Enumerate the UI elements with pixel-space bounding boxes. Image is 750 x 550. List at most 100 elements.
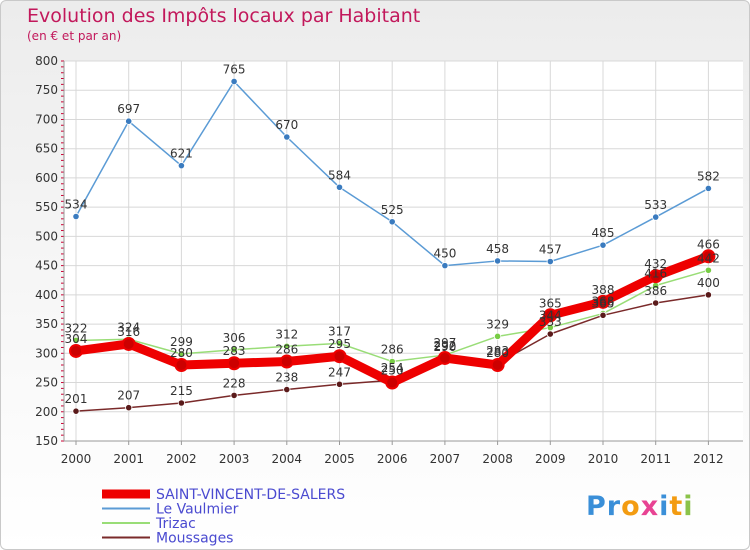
- data-label: 280: [486, 346, 509, 360]
- y-tick-label: 800: [35, 54, 58, 68]
- y-tick-label: 150: [35, 434, 58, 448]
- y-axis: 150 200 250 300 350 400 450 500 550 600 650 700 750 8…: [35, 54, 65, 448]
- y-tick-label: 750: [35, 83, 58, 97]
- data-point-moussages: [283, 385, 291, 394]
- proxiti-logo: Proxiti: [586, 491, 694, 522]
- logo-letter: o: [621, 491, 641, 522]
- data-label: 283: [223, 344, 246, 358]
- data-point-saint-vincent-de-salers: [596, 294, 610, 309]
- data-label: 317: [328, 324, 351, 338]
- logo-letter: t: [669, 491, 684, 522]
- data-point-saint-vincent-de-salers: [385, 375, 400, 390]
- data-label: 250: [381, 364, 404, 378]
- legend-label-le-vaulmier: Le Vaulmier: [156, 502, 239, 518]
- data-point-moussages: [704, 291, 713, 299]
- x-tick-label: 2005: [324, 452, 355, 466]
- data-point-le-vaulmier: [125, 117, 133, 125]
- data-label: 306: [223, 331, 246, 345]
- data-label: 329: [486, 317, 509, 331]
- data-point-moussages: [546, 330, 554, 338]
- data-label: 432: [644, 257, 667, 271]
- data-point-moussages: [335, 380, 344, 388]
- legend-label-moussages: Moussages: [156, 531, 233, 547]
- data-label: 322: [65, 321, 88, 335]
- data-label: 286: [275, 342, 298, 356]
- data-point-le-vaulmier: [230, 77, 238, 86]
- data-label: 458: [486, 242, 509, 256]
- data-label: 485: [592, 226, 615, 240]
- data-label: 621: [170, 147, 193, 161]
- data-label: 312: [275, 327, 298, 341]
- data-label: 254: [381, 361, 404, 375]
- data-label: 697: [117, 102, 140, 116]
- data-point-moussages: [72, 407, 80, 415]
- data-point-saint-vincent-de-salers: [332, 349, 347, 364]
- data-label: 247: [328, 365, 351, 379]
- y-tick-label: 400: [35, 288, 58, 302]
- data-label: 765: [223, 62, 246, 76]
- data-point-saint-vincent-de-salers: [437, 350, 452, 365]
- data-point-le-vaulmier: [177, 162, 185, 170]
- x-tick-label: 2011: [640, 452, 671, 466]
- data-label: 207: [117, 389, 140, 403]
- y-tick-label: 700: [35, 112, 58, 126]
- data-point-le-vaulmier: [546, 257, 554, 266]
- x-tick-label: 2004: [272, 452, 303, 466]
- plot-area: [64, 61, 743, 441]
- chart-subtitle: (en € et par an): [27, 29, 122, 43]
- data-point-saint-vincent-de-salers: [701, 249, 716, 264]
- x-tick-label: 2006: [377, 452, 408, 466]
- x-tick-label: 2009: [535, 452, 566, 466]
- data-label: 324: [117, 320, 140, 334]
- data-label: 533: [644, 198, 667, 212]
- data-point-moussages: [599, 311, 607, 319]
- data-point-trizac: [177, 350, 185, 358]
- data-point-trizac: [72, 336, 80, 345]
- data-label: 466: [697, 237, 720, 251]
- x-tick-label: 2000: [61, 452, 92, 466]
- series-group: [69, 77, 716, 415]
- data-label: 416: [644, 266, 667, 280]
- data-label: 333: [539, 315, 562, 329]
- logo-letter: P: [586, 491, 607, 522]
- data-label: 386: [644, 284, 667, 298]
- data-point-trizac: [493, 332, 502, 340]
- data-point-le-vaulmier: [441, 262, 449, 270]
- data-point-le-vaulmier: [335, 183, 344, 191]
- logo-letter: i: [659, 491, 670, 522]
- data-point-moussages: [177, 399, 185, 407]
- data-point-le-vaulmier: [704, 184, 713, 193]
- data-point-le-vaulmier: [599, 241, 607, 249]
- data-label: 534: [65, 198, 88, 212]
- data-point-le-vaulmier: [72, 212, 80, 221]
- data-point-moussages: [125, 404, 133, 412]
- data-label: 215: [170, 384, 193, 398]
- data-label: 365: [592, 296, 615, 310]
- legend-label-saint-vincent-de-salers: SAINT-VINCENT-DE-SALERS: [156, 487, 345, 503]
- logo-letter: r: [606, 491, 622, 522]
- data-label: 450: [433, 247, 456, 261]
- data-point-trizac: [704, 266, 713, 274]
- data-label: 442: [697, 251, 720, 265]
- data-label: 304: [65, 332, 88, 346]
- y-tick-label: 600: [35, 171, 58, 185]
- x-tick-label: 2001: [113, 452, 144, 466]
- x-tick-label: 2002: [166, 452, 197, 466]
- data-point-moussages: [230, 391, 238, 399]
- data-label: 368: [592, 295, 615, 309]
- data-label: 525: [381, 203, 404, 217]
- data-point-saint-vincent-de-salers: [543, 308, 558, 323]
- data-label: 201: [65, 392, 88, 406]
- data-label: 283: [486, 344, 509, 358]
- grid: [64, 60, 743, 442]
- data-label: 388: [592, 283, 615, 297]
- data-label: 344: [539, 309, 562, 323]
- data-label: 290: [433, 340, 456, 354]
- data-label: 365: [539, 296, 562, 310]
- y-tick-label: 550: [35, 200, 58, 214]
- data-point-trizac: [230, 346, 238, 354]
- legend-label-trizac: Trizac: [155, 516, 196, 532]
